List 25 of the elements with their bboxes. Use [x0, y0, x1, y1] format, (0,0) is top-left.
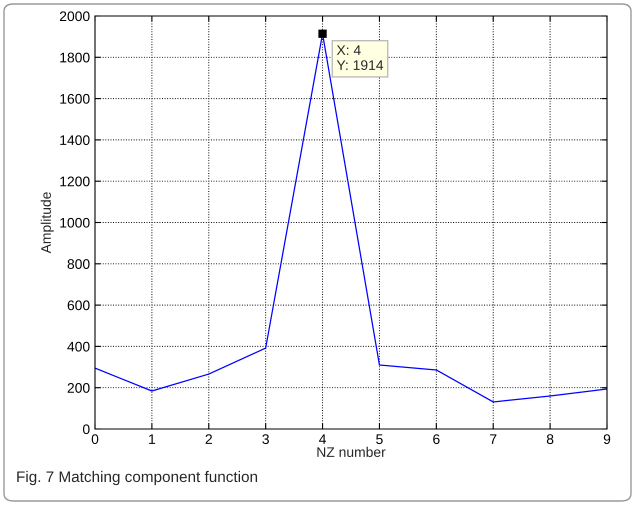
annotation: X: 4 Y: 1914: [336, 45, 384, 70]
y-tick-label: 800: [68, 259, 90, 269]
y-tick-label: 2000: [60, 11, 90, 22]
x-tick-label: 9: [604, 434, 610, 444]
y-axis-title: Amplitude: [40, 192, 54, 254]
x-tick-label: 6: [433, 434, 440, 444]
y-tick-label: 1400: [60, 135, 90, 146]
y-tick-label: 1000: [60, 218, 90, 228]
x-tick-label: 1: [149, 434, 156, 444]
x-axis-title: NZ number: [317, 446, 386, 458]
x-tick-label: 8: [546, 434, 554, 444]
y-tick-label: 200: [68, 383, 90, 393]
x-tick-label: 4: [319, 434, 326, 444]
x-tick-label: 3: [262, 434, 269, 444]
y-tick-label: 1600: [60, 94, 90, 104]
x-tick-label: 0: [92, 434, 98, 444]
x-tick-label: 5: [376, 434, 383, 444]
y-tick-label: 400: [67, 342, 90, 352]
x-tick-label: 2: [206, 434, 212, 444]
y-tick-label: 600: [68, 300, 90, 310]
x-tick-label: 7: [490, 434, 496, 444]
caption: Fig. 7 Matching component function: [17, 470, 258, 486]
y-tick-label: 0: [82, 424, 90, 434]
y-tick-label: 1800: [60, 52, 90, 62]
y-tick-label: 1200: [60, 176, 90, 186]
